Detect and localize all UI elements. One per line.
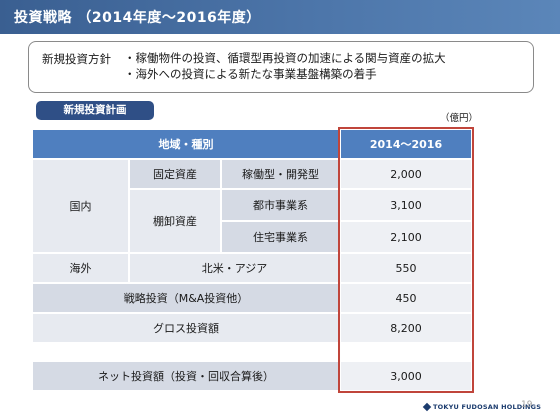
gross-value: 8,200 xyxy=(341,314,471,342)
net-value: 3,000 xyxy=(341,362,471,390)
page-title: 投資戦略 （2014年度～2016年度） xyxy=(14,10,261,26)
strategic-label: 戦略投資（M&A投資他） xyxy=(33,284,339,312)
na-asia-label: 北米・アジア xyxy=(130,254,339,282)
company-logo: TOKYU FUDOSAN HOLDINGS xyxy=(422,402,542,412)
policy-label: 新規投資方針 xyxy=(42,52,111,66)
operating-label: 稼働型・開発型 xyxy=(222,160,339,188)
unit-label: （億円） xyxy=(440,113,479,124)
header-period: 2014～2016 xyxy=(341,130,471,158)
logo-mark-icon xyxy=(422,402,432,412)
na-asia-value: 550 xyxy=(341,254,471,282)
fixed-assets-label: 固定資産 xyxy=(130,160,220,188)
residential-label: 住宅事業系 xyxy=(222,222,339,252)
inventory-label: 棚卸資産 xyxy=(130,190,220,252)
policy-box: 新規投資方針 ・稼働物件の投資、循環型再投資の加速による関与資産の拡大 ・海外へ… xyxy=(28,41,534,93)
net-label: ネット投資額（投資・回収合算後） xyxy=(33,362,339,390)
page-number: 19 xyxy=(521,400,533,410)
company-name: TOKYU FUDOSAN HOLDINGS xyxy=(433,403,542,411)
policy-items: ・稼働物件の投資、循環型再投資の加速による関与資産の拡大 ・海外への投資による新… xyxy=(124,50,446,82)
urban-value: 3,100 xyxy=(341,190,471,220)
overseas-label: 海外 xyxy=(33,254,128,282)
title-bar: 投資戦略 （2014年度～2016年度） xyxy=(0,0,560,34)
policy-item: ・稼働物件の投資、循環型再投資の加速による関与資産の拡大 xyxy=(124,51,446,65)
plan-heading: 新規投資計画 xyxy=(36,101,154,120)
gross-label: グロス投資額 xyxy=(33,314,339,342)
urban-label: 都市事業系 xyxy=(222,190,339,220)
period-highlight-frame xyxy=(338,127,474,393)
strategic-value: 450 xyxy=(341,284,471,312)
header-region: 地域・種別 xyxy=(33,130,339,158)
operating-value: 2,000 xyxy=(341,160,471,188)
policy-item: ・海外への投資による新たな事業基盤構築の着手 xyxy=(124,67,377,81)
domestic-label: 国内 xyxy=(33,160,128,252)
residential-value: 2,100 xyxy=(341,222,471,252)
